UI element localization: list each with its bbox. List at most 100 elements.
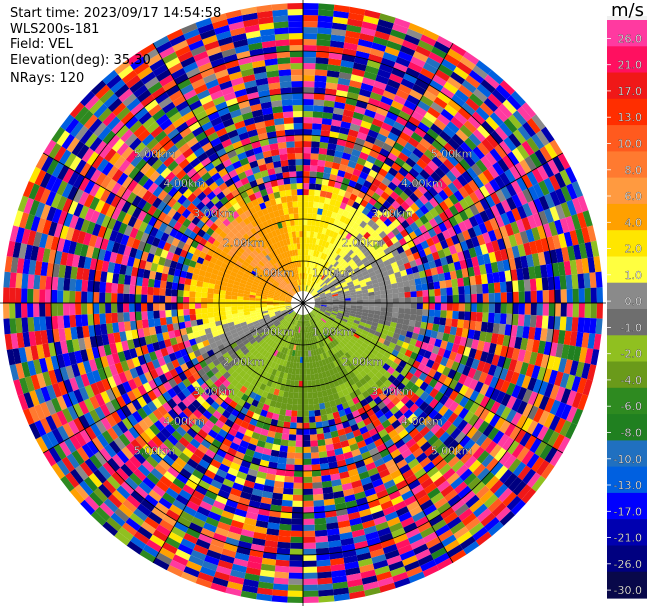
range-gate — [387, 392, 397, 402]
range-gate — [295, 368, 300, 375]
range-gate — [470, 311, 477, 322]
range-gate — [290, 530, 303, 537]
range-gate — [502, 437, 515, 452]
range-gate — [565, 215, 576, 232]
range-gate — [485, 134, 499, 149]
range-gate — [423, 430, 435, 442]
range-gate — [472, 176, 485, 189]
range-gate — [488, 303, 495, 313]
range-gate — [313, 294, 320, 299]
range-gate — [378, 182, 388, 192]
range-gate — [527, 405, 539, 421]
range-gate — [383, 259, 391, 267]
range-gate — [337, 290, 344, 294]
range-gate — [171, 303, 178, 310]
range-gate — [339, 66, 353, 75]
range-gate — [434, 242, 443, 252]
range-gate — [303, 506, 314, 513]
range-gate — [360, 333, 368, 339]
range-gate — [153, 279, 161, 288]
range-gate — [484, 74, 500, 89]
range-gate — [463, 472, 477, 486]
range-gate — [320, 282, 327, 288]
range-gate — [330, 168, 339, 176]
range-gate — [326, 185, 335, 193]
range-gate — [480, 437, 493, 451]
range-gate — [314, 284, 320, 290]
range-gate — [320, 319, 326, 325]
range-gate — [57, 277, 65, 291]
range-gate — [413, 369, 423, 379]
range-gate — [338, 266, 345, 273]
range-gate — [404, 172, 416, 183]
range-gate — [249, 303, 256, 306]
range-gate — [415, 340, 423, 349]
range-gate — [492, 323, 500, 334]
range-gate — [391, 227, 401, 236]
range-gate — [417, 362, 426, 372]
range-gate — [314, 415, 322, 423]
range-gate — [171, 309, 178, 317]
range-gate — [546, 263, 554, 278]
range-gate — [327, 319, 334, 325]
range-gate — [476, 467, 491, 482]
range-gate — [565, 422, 578, 440]
range-gate — [516, 386, 528, 401]
range-gate — [464, 294, 471, 303]
range-gate — [305, 249, 309, 256]
range-gate — [448, 216, 458, 227]
range-gate — [141, 294, 148, 303]
range-gate — [390, 337, 399, 345]
range-gate — [314, 244, 319, 251]
range-gate — [320, 259, 325, 266]
range-gate — [356, 176, 366, 186]
range-gate — [525, 228, 535, 243]
range-gate — [482, 283, 489, 294]
range-gate — [309, 428, 317, 435]
range-gate — [303, 51, 317, 58]
range-gate — [311, 213, 318, 220]
range-gate — [487, 93, 503, 108]
range-gate — [500, 406, 512, 420]
range-gate — [547, 276, 555, 291]
range-gate — [311, 275, 316, 282]
range-gate — [334, 270, 341, 277]
range-gate — [476, 340, 485, 352]
range-gate — [129, 284, 136, 295]
range-gate — [576, 212, 587, 229]
range-gate — [343, 337, 350, 344]
range-gate — [371, 321, 379, 328]
range-gate — [451, 252, 460, 263]
range-gate — [554, 303, 561, 317]
range-gate — [315, 63, 329, 71]
range-gate — [303, 596, 319, 603]
range-gate — [358, 336, 366, 343]
range-gate — [468, 275, 476, 286]
range-gate — [295, 440, 303, 447]
range-gate — [123, 312, 130, 322]
range-gate — [359, 253, 367, 261]
range-gate — [365, 355, 373, 364]
range-gate — [159, 310, 166, 319]
range-gate — [379, 333, 387, 340]
range-gate — [521, 488, 537, 504]
range-gate — [493, 107, 509, 123]
range-gate — [461, 102, 476, 116]
range-gate — [336, 194, 344, 203]
range-gate — [521, 217, 532, 231]
range-gate — [99, 303, 106, 314]
range-gate — [406, 94, 420, 106]
range-gate — [423, 350, 432, 360]
range-gate — [411, 265, 419, 274]
range-gate — [442, 332, 450, 342]
range-gate — [522, 403, 534, 418]
range-gate — [386, 78, 401, 90]
range-gate — [512, 110, 527, 126]
range-gate — [463, 154, 476, 168]
range-gate — [536, 459, 550, 476]
range-gate — [249, 300, 256, 303]
range-gate — [498, 140, 512, 155]
range-gate — [439, 146, 452, 159]
range-gate — [314, 226, 320, 233]
range-gate — [552, 433, 565, 450]
